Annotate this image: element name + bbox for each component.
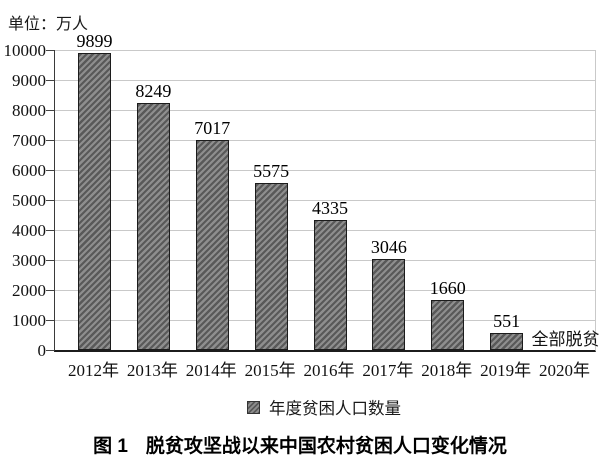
bar-value-2012年: 9899 <box>76 31 113 52</box>
x-axis-label-2017年: 2017年 <box>362 361 414 380</box>
y-axis-tick <box>45 229 54 231</box>
y-axis-label-7000: 7000 <box>12 131 46 150</box>
x-axis-label-2018年: 2018年 <box>421 361 473 380</box>
bar-value-2017年: 3046 <box>370 236 407 257</box>
bar-2015年 <box>254 182 288 350</box>
x-axis-label-2020年: 2020年 <box>539 361 591 380</box>
figure-caption: 图 1 脱贫攻坚战以来中国农村贫困人口变化情况 <box>0 431 600 458</box>
y-axis-tick <box>45 289 54 291</box>
gridline-9000 <box>55 80 595 81</box>
bar-2018年 <box>431 300 465 350</box>
y-axis-label-4000: 4000 <box>12 221 46 240</box>
x-axis-label-2012年: 2012年 <box>67 361 119 380</box>
gridline-8000 <box>55 110 595 111</box>
bar-value-2018年: 1660 <box>429 278 466 299</box>
y-axis-label-6000: 6000 <box>12 161 46 180</box>
bar-value-2013年: 8249 <box>135 80 172 101</box>
y-axis-tick <box>45 109 54 111</box>
gridline-10000 <box>55 50 595 51</box>
x-axis-label-2015年: 2015年 <box>244 361 296 380</box>
bar-value-2015年: 5575 <box>253 160 290 181</box>
legend-hatch-swatch-icon <box>247 400 260 414</box>
gridline-6000 <box>55 170 595 171</box>
y-axis-tick <box>45 49 54 51</box>
y-axis-label-10000: 10000 <box>3 41 47 60</box>
x-axis-label-2013年: 2013年 <box>126 361 178 380</box>
y-axis-label-0: 0 <box>37 341 47 360</box>
figure-caption-number: 图 1 <box>93 436 128 457</box>
bar-2016年 <box>313 219 347 350</box>
bar-2012年 <box>77 53 111 350</box>
no-bar-annotation: 全部脱贫 <box>531 330 600 349</box>
y-axis-label-8000: 8000 <box>12 101 46 120</box>
gridline-5000 <box>55 200 595 201</box>
gridline-7000 <box>55 140 595 141</box>
y-axis-tick <box>45 169 54 171</box>
legend-label: 年度贫困人口数量 <box>269 399 401 418</box>
bar-value-2014年: 7017 <box>194 117 231 138</box>
y-axis-label-5000: 5000 <box>12 191 46 210</box>
unit-label: 单位：万人 <box>8 16 89 33</box>
bar-2017年 <box>372 258 406 350</box>
legend: 年度贫困人口数量 <box>54 395 594 419</box>
bar-2019年 <box>490 333 524 350</box>
bar-value-2016年: 4335 <box>312 197 348 218</box>
y-axis-tick <box>45 79 54 81</box>
bar-2013年 <box>136 102 170 350</box>
y-axis-tick <box>45 139 54 141</box>
y-axis-label-3000: 3000 <box>12 251 46 270</box>
x-axis-label-2014年: 2014年 <box>185 361 237 380</box>
x-axis-label-2016年: 2016年 <box>303 361 355 380</box>
y-axis-label-2000: 2000 <box>12 281 46 300</box>
bar-2014年 <box>195 139 229 350</box>
plot-area: 9899 8249 7017 5575 4335 3046 1660 551 全部脱贫 <box>45 32 600 352</box>
y-axis-label-9000: 9000 <box>12 71 46 90</box>
x-axis-label-2019年: 2019年 <box>480 361 532 380</box>
y-axis-tick <box>45 349 54 351</box>
y-axis-label-1000: 1000 <box>12 311 46 330</box>
bar-value-2019年: 551 <box>493 311 521 332</box>
y-axis-tick <box>45 319 54 321</box>
figure-caption-title: 脱贫攻坚战以来中国农村贫困人口变化情况 <box>145 436 507 457</box>
y-axis-tick <box>45 199 54 201</box>
y-axis-tick <box>45 259 54 261</box>
